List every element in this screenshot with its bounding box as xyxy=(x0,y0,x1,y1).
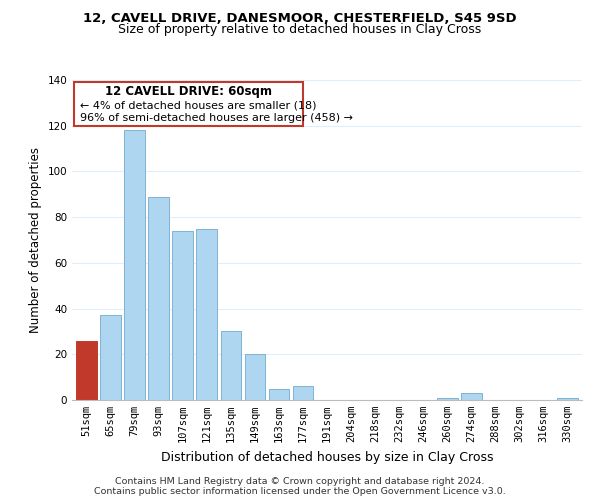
FancyBboxPatch shape xyxy=(74,82,303,126)
Bar xyxy=(269,388,289,400)
Bar xyxy=(293,386,313,400)
X-axis label: Distribution of detached houses by size in Clay Cross: Distribution of detached houses by size … xyxy=(161,450,493,464)
Bar xyxy=(76,340,97,400)
Bar xyxy=(245,354,265,400)
Bar xyxy=(196,228,217,400)
Bar xyxy=(437,398,458,400)
Y-axis label: Number of detached properties: Number of detached properties xyxy=(29,147,42,333)
Text: 96% of semi-detached houses are larger (458) →: 96% of semi-detached houses are larger (… xyxy=(80,113,353,123)
Text: ← 4% of detached houses are smaller (18): ← 4% of detached houses are smaller (18) xyxy=(80,100,316,110)
Bar xyxy=(148,196,169,400)
Bar xyxy=(461,393,482,400)
Bar xyxy=(124,130,145,400)
Text: Contains public sector information licensed under the Open Government Licence v3: Contains public sector information licen… xyxy=(94,486,506,496)
Text: Size of property relative to detached houses in Clay Cross: Size of property relative to detached ho… xyxy=(118,22,482,36)
Text: 12, CAVELL DRIVE, DANESMOOR, CHESTERFIELD, S45 9SD: 12, CAVELL DRIVE, DANESMOOR, CHESTERFIEL… xyxy=(83,12,517,26)
Text: 12 CAVELL DRIVE: 60sqm: 12 CAVELL DRIVE: 60sqm xyxy=(105,86,272,98)
Bar xyxy=(100,316,121,400)
Text: Contains HM Land Registry data © Crown copyright and database right 2024.: Contains HM Land Registry data © Crown c… xyxy=(115,476,485,486)
Bar xyxy=(172,231,193,400)
Bar xyxy=(221,332,241,400)
Bar xyxy=(557,398,578,400)
